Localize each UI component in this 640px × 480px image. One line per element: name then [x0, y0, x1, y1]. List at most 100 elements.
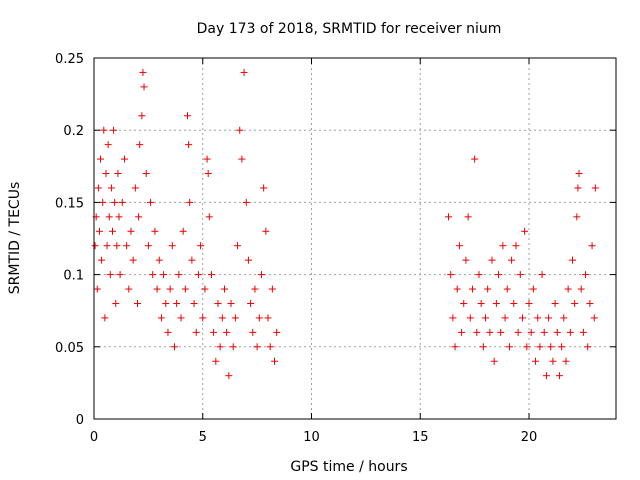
data-point — [577, 285, 585, 293]
data-point — [229, 343, 237, 351]
data-point — [453, 285, 461, 293]
data-point — [227, 299, 235, 307]
data-point — [242, 198, 250, 206]
data-point — [112, 299, 120, 307]
data-point — [218, 314, 226, 322]
data-point — [135, 213, 143, 221]
data-point — [582, 271, 590, 279]
data-point — [194, 271, 202, 279]
data-point — [532, 357, 540, 365]
data-point — [569, 256, 576, 264]
data-point — [253, 343, 261, 351]
data-point — [170, 343, 178, 351]
data-point — [104, 141, 112, 149]
data-point — [138, 112, 146, 120]
data-point — [142, 170, 150, 178]
data-point — [147, 198, 155, 206]
data-point — [508, 256, 516, 264]
data-point — [555, 372, 563, 380]
data-point — [466, 314, 474, 322]
data-point — [116, 271, 124, 279]
data-point — [547, 343, 555, 351]
data-point — [175, 271, 183, 279]
data-point — [173, 299, 181, 307]
data-point — [153, 285, 161, 293]
data-point — [251, 285, 259, 293]
data-point — [271, 357, 279, 365]
data-point — [234, 242, 242, 250]
data-point — [185, 141, 193, 149]
data-point — [131, 184, 139, 192]
data-point — [579, 328, 587, 336]
data-point — [107, 184, 115, 192]
data-point — [475, 271, 483, 279]
x-tick-label: 0 — [90, 430, 98, 445]
data-point — [247, 299, 255, 307]
data-point — [129, 256, 137, 264]
data-point — [110, 126, 118, 134]
data-point — [503, 285, 511, 293]
data-point — [445, 213, 453, 221]
data-point — [95, 227, 103, 235]
data-point — [101, 314, 109, 322]
data-point — [516, 271, 524, 279]
data-point — [484, 285, 492, 293]
data-point — [179, 227, 187, 235]
data-point — [102, 170, 110, 178]
data-point — [149, 271, 157, 279]
data-point — [534, 314, 542, 322]
data-point — [93, 285, 101, 293]
data-point — [264, 314, 272, 322]
data-point — [260, 184, 268, 192]
data-point — [273, 328, 281, 336]
data-point — [464, 213, 472, 221]
data-point — [103, 242, 111, 250]
data-point — [91, 242, 99, 250]
data-point — [157, 314, 165, 322]
data-point — [477, 299, 485, 307]
data-point — [588, 242, 596, 250]
data-point — [188, 256, 196, 264]
data-point — [106, 271, 114, 279]
data-point — [573, 213, 581, 221]
data-point — [204, 170, 212, 178]
data-point — [151, 227, 159, 235]
data-point — [236, 126, 244, 134]
data-point — [98, 256, 106, 264]
data-point — [549, 357, 557, 365]
data-point — [127, 227, 135, 235]
data-point — [584, 343, 592, 351]
data-point — [591, 184, 599, 192]
data-point — [120, 155, 128, 163]
data-point — [451, 343, 459, 351]
x-tick-label: 15 — [412, 430, 429, 445]
data-point — [495, 271, 503, 279]
data-point — [525, 299, 533, 307]
data-point — [497, 328, 505, 336]
data-point — [197, 242, 205, 250]
data-point — [514, 328, 522, 336]
data-point — [125, 285, 133, 293]
data-point — [575, 170, 583, 178]
data-point — [266, 343, 274, 351]
data-point — [529, 285, 537, 293]
data-point — [231, 314, 239, 322]
data-point — [574, 184, 582, 192]
data-point — [111, 198, 119, 206]
data-point — [162, 299, 170, 307]
data-point — [586, 299, 594, 307]
data-point — [560, 314, 568, 322]
y-tick-label: 0.05 — [55, 341, 84, 356]
data-point — [225, 372, 233, 380]
data-point — [207, 271, 215, 279]
data-point — [186, 198, 194, 206]
data-point — [100, 126, 108, 134]
data-point — [199, 314, 207, 322]
data-point — [553, 328, 561, 336]
data-point — [538, 271, 546, 279]
data-point — [518, 314, 526, 322]
data-point — [216, 343, 224, 351]
data-point — [492, 299, 500, 307]
data-point — [139, 68, 147, 76]
data-point — [521, 227, 529, 235]
